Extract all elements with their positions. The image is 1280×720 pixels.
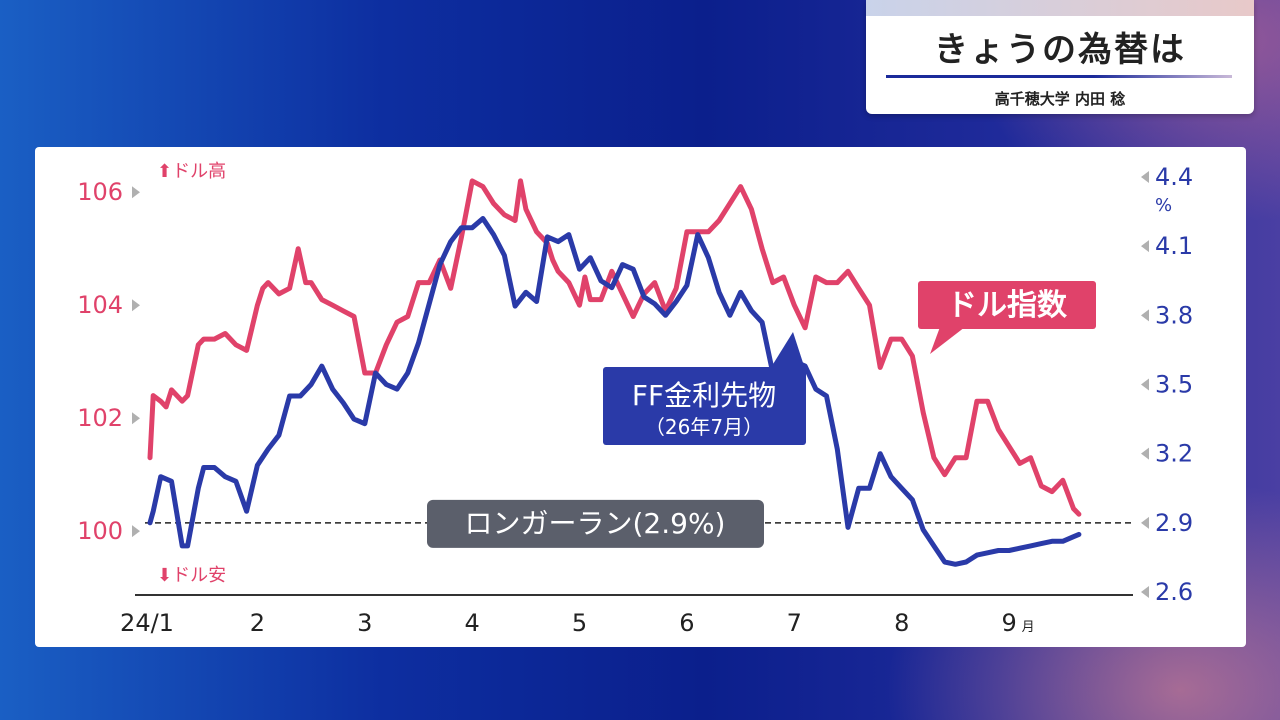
reference-label-box: [427, 499, 764, 548]
x-tick-label: 24/1: [120, 609, 174, 637]
ff-futures-sublabel: （26年7月）: [645, 415, 763, 439]
x-tick-label: 8: [894, 609, 909, 637]
left-axis-bottom-note: ⬇ドル安: [157, 565, 226, 586]
x-tick-label: 2: [250, 609, 265, 637]
reference-label: ロンガーラン(2.9%): [465, 507, 726, 540]
right-tick-arrow: [1141, 171, 1149, 183]
left-tick-arrow: [132, 525, 140, 538]
ff-futures-label-pointer: [770, 332, 805, 369]
x-tick-suffix: 月: [1022, 620, 1035, 635]
left-tick-arrow: [132, 299, 140, 312]
right-tick-arrow: [1141, 240, 1149, 253]
author-line: 高千穂大学 内田 稔: [994, 90, 1126, 108]
right-tick-label: 3.8: [1155, 301, 1193, 329]
title-underline: [886, 75, 1232, 78]
left-tick-arrow: [132, 412, 140, 425]
right-tick-label: 2.9: [1155, 509, 1193, 537]
title-card-topbar: [866, 0, 1254, 16]
right-tick-arrow: [1141, 447, 1149, 460]
title-card: きょうの為替は 高千穂大学 内田 稔: [866, 0, 1254, 114]
x-tick-label: 7: [787, 609, 802, 637]
series-line-dollar-index: [147, 178, 1082, 517]
x-tick-label: 6: [679, 609, 694, 637]
right-tick-arrow: [1141, 586, 1149, 598]
right-tick-label: 3.5: [1155, 371, 1193, 399]
x-tick-label: 9: [1001, 609, 1016, 637]
chart-svg: 24/1 2 3 4 5 6 7 8 9 月 100 102 104 106 ⬆ドル高 ⬇ドル安 2.6 2.9 3…: [77, 161, 1193, 637]
right-tick-label: 4.1: [1155, 232, 1193, 260]
page-title: きょうの為替は: [934, 30, 1186, 70]
left-tick-label: 102: [77, 404, 123, 432]
ff-futures-label-box: [603, 367, 806, 445]
series-line-ff-futures: [147, 216, 1082, 567]
left-axis-top-note: ⬆ドル高: [157, 161, 226, 182]
ff-futures-label: FF金利先物: [632, 379, 776, 412]
x-tick-label: 4: [465, 609, 480, 637]
left-tick-label: 104: [77, 291, 123, 319]
x-tick-label: 5: [572, 609, 587, 637]
right-tick-label: 4.4: [1155, 163, 1193, 191]
right-tick-arrow: [1141, 378, 1149, 391]
dollar-index-label: ドル指数: [947, 288, 1068, 323]
x-tick-label: 3: [357, 609, 372, 637]
right-axis-unit: %: [1155, 195, 1172, 216]
right-tick-arrow: [1141, 516, 1149, 529]
dollar-index-label-pointer: [930, 327, 965, 354]
left-tick-label: 100: [77, 517, 123, 545]
left-tick-label: 106: [77, 178, 123, 206]
right-tick-label: 3.2: [1155, 440, 1193, 468]
right-tick-arrow: [1141, 309, 1149, 322]
dollar-index-label-box: [918, 281, 1096, 329]
left-tick-arrow: [132, 186, 140, 199]
chart-panel: 24/1 2 3 4 5 6 7 8 9 月 100 102 104 106 ⬆ドル高 ⬇ドル安 2.6 2.9 3…: [35, 147, 1246, 647]
right-tick-label: 2.6: [1155, 578, 1193, 606]
